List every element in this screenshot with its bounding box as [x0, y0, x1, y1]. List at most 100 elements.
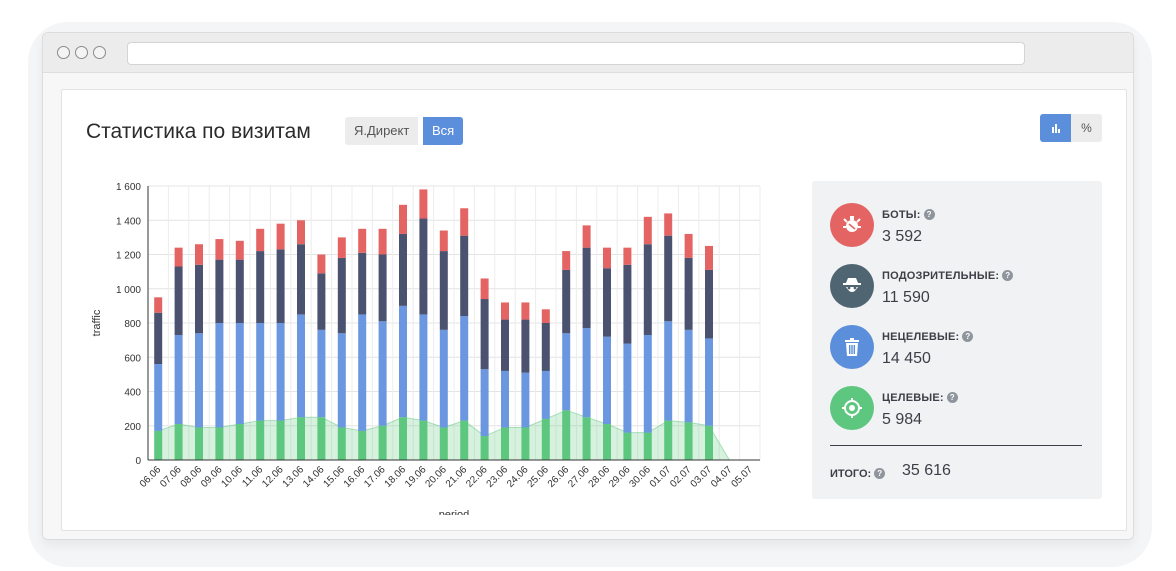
bar-segment-suspicious: [439, 251, 448, 330]
bar-segment-target: [235, 424, 244, 460]
bar-segment-suspicious: [562, 269, 571, 334]
bar-segment-nontarget: [215, 323, 224, 428]
bar-segment-target: [195, 427, 203, 460]
x-tick-label: 15.06: [321, 464, 347, 490]
bar-segment-suspicious: [235, 259, 244, 323]
bar-segment-target: [480, 436, 489, 460]
x-tick-label: 05.07: [729, 464, 755, 490]
bar-segment-suspicious: [399, 233, 407, 306]
y-tick-label: 0: [135, 456, 141, 467]
bar-segment-bots: [480, 278, 489, 300]
bar-segment-target: [399, 417, 407, 460]
stats-panel: Статистика по визитам Я.Директ Вся % 0 20…: [61, 89, 1127, 531]
bar-segment-nontarget: [643, 334, 652, 433]
bar-segment-nontarget: [195, 333, 203, 428]
bar-segment-nontarget: [154, 364, 163, 431]
bar-segment-target: [664, 420, 673, 460]
bar-segment-bots: [358, 228, 367, 253]
bar-segment-target: [154, 430, 163, 460]
y-axis-label: traffic: [91, 309, 103, 336]
x-tick-label: 28.06: [587, 464, 613, 490]
bar-segment-target: [521, 427, 530, 460]
x-tick-label: 19.06: [403, 464, 429, 490]
browser-window: Статистика по визитам Я.Директ Вся % 0 20…: [42, 32, 1134, 540]
window-minimize-dot[interactable]: [75, 46, 88, 59]
filter-yandex-direct[interactable]: Я.Директ: [345, 117, 419, 145]
bar-segment-suspicious: [521, 319, 530, 373]
bar-segment-nontarget: [317, 329, 326, 418]
stat-nontarget-label: НЕЦЕЛЕВЫЕ:?: [882, 331, 974, 343]
bar-segment-suspicious: [623, 264, 632, 344]
bar-segment-target: [684, 422, 693, 460]
stat-bots: БОТЫ:? 3 592: [830, 203, 1090, 251]
bar-segment-target: [541, 418, 550, 460]
x-tick-label: 21.06: [444, 464, 470, 490]
bar-segment-target: [419, 420, 428, 460]
bar-segment-nontarget: [705, 338, 713, 426]
bar-segment-suspicious: [215, 259, 224, 323]
bar-segment-target: [501, 427, 509, 460]
window-zoom-dot[interactable]: [93, 46, 106, 59]
y-tick-label: 1 400: [116, 216, 141, 227]
bar-segment-nontarget: [582, 328, 591, 418]
x-tick-label: 09.06: [199, 464, 225, 490]
percent-view-button[interactable]: %: [1071, 114, 1102, 142]
help-icon[interactable]: ?: [1002, 270, 1014, 281]
bar-segment-bots: [664, 213, 673, 236]
x-tick-label: 01.07: [648, 464, 674, 490]
bar-segment-bots: [582, 225, 591, 248]
stat-nontarget-value: 14 450: [882, 350, 931, 367]
y-tick-label: 1 600: [116, 182, 141, 193]
page-title: Статистика по визитам: [86, 120, 311, 143]
bar-segment-suspicious: [501, 319, 509, 371]
x-axis-label: period: [439, 509, 470, 515]
window-close-dot[interactable]: [57, 46, 70, 59]
bar-segment-suspicious: [582, 247, 591, 329]
bar-segment-suspicious: [358, 252, 367, 315]
bar-segment-bots: [623, 247, 632, 265]
bar-segment-suspicious: [480, 299, 489, 370]
bar-segment-bots: [419, 189, 428, 219]
bar-segment-nontarget: [419, 314, 428, 421]
help-icon[interactable]: ?: [962, 331, 974, 342]
bar-segment-nontarget: [358, 314, 367, 431]
bar-segment-suspicious: [664, 235, 673, 322]
bot-icon: [830, 203, 874, 247]
bar-segment-suspicious: [297, 244, 305, 315]
stat-suspicious-label: ПОДОЗРИТЕЛЬНЫЕ:?: [882, 270, 1014, 282]
bar-segment-suspicious: [174, 266, 183, 335]
bar-segment-nontarget: [623, 343, 632, 433]
y-tick-label: 1 000: [116, 285, 141, 296]
x-tick-label: 18.06: [383, 464, 409, 490]
total-value: 35 616: [902, 462, 951, 479]
bar-segment-suspicious: [643, 244, 652, 335]
bar-segment-bots: [154, 297, 163, 313]
bar-segment-nontarget: [603, 336, 611, 425]
bar-segment-bots: [460, 208, 469, 236]
x-tick-label: 11.06: [240, 464, 265, 489]
bar-segment-bots: [439, 230, 448, 252]
bar-segment-nontarget: [297, 314, 305, 418]
bar-segment-suspicious: [378, 254, 387, 322]
bar-segment-suspicious: [276, 249, 285, 323]
address-bar[interactable]: [127, 42, 1025, 65]
x-tick-label: 26.06: [546, 464, 572, 490]
bar-segment-target: [378, 425, 387, 460]
stat-suspicious-value: 11 590: [882, 289, 930, 306]
x-tick-label: 27.06: [566, 464, 592, 490]
filter-all[interactable]: Вся: [423, 117, 464, 145]
bar-segment-target: [705, 425, 713, 460]
x-tick-label: 17.06: [362, 464, 388, 490]
bar-segment-bots: [256, 228, 265, 252]
bar-view-button[interactable]: [1040, 114, 1071, 142]
bar-segment-nontarget: [235, 323, 244, 425]
stat-nontarget: НЕЦЕЛЕВЫЕ:? 14 450: [830, 325, 1090, 373]
help-icon[interactable]: ?: [874, 468, 886, 479]
bar-segment-target: [460, 420, 469, 460]
bar-segment-nontarget: [399, 305, 407, 418]
x-tick-label: 08.06: [179, 464, 205, 490]
help-icon[interactable]: ?: [946, 392, 958, 403]
browser-titlebar: [43, 33, 1133, 73]
help-icon[interactable]: ?: [923, 209, 935, 220]
bar-segment-target: [562, 410, 571, 460]
